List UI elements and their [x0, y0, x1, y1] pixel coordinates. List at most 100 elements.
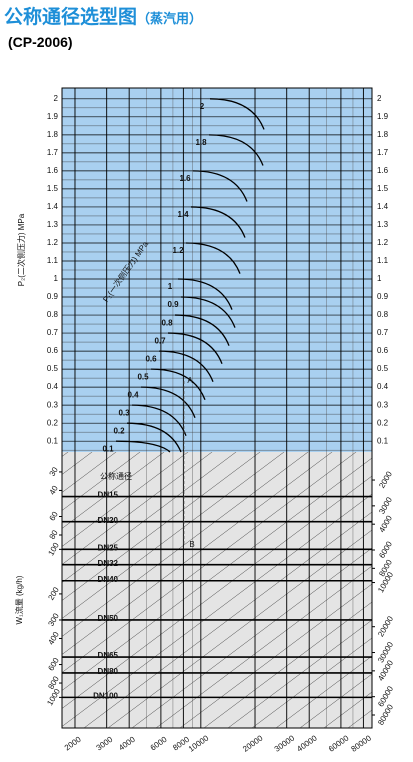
- y-tick-label-right: 1.4: [377, 202, 389, 211]
- y-tick-label-right: 0.7: [377, 328, 389, 337]
- y-tick-label-right: 1.3: [377, 220, 389, 229]
- curve-label: 1.6: [179, 174, 191, 183]
- curve-label: 1: [168, 282, 173, 291]
- y-tick-label: 1.8: [47, 130, 59, 139]
- title-suffix: （蒸汽用）: [137, 12, 203, 27]
- size-label: DN100: [93, 691, 118, 700]
- diagonal-line: [203, 601, 372, 728]
- y2-tick-label: 4000: [377, 514, 394, 534]
- p1-curve: [209, 98, 265, 130]
- curve-label: 2: [200, 102, 205, 111]
- diagonal-line: [62, 475, 372, 709]
- diagonal-line: [62, 452, 237, 583]
- y-tick-label-right: 0.1: [377, 436, 389, 445]
- x-tick-label: 10000: [187, 733, 211, 753]
- y-tick-label: 1.7: [47, 148, 59, 157]
- y-tick-label: 2: [54, 94, 59, 103]
- y-tick-label: 0.3: [47, 400, 59, 409]
- x-tick-label: 30000: [273, 733, 297, 753]
- y-tick-label-right: 1: [377, 274, 382, 283]
- marker-label: A: [187, 376, 193, 385]
- diagonal-line: [227, 619, 372, 728]
- diagonal-line: [62, 452, 285, 619]
- size-label: DN65: [98, 651, 119, 660]
- diagonal-line: [62, 452, 189, 547]
- size-label: DN15: [98, 491, 119, 500]
- size-label: DN80: [98, 667, 119, 676]
- y-tick-label-right: 1.1: [377, 256, 389, 265]
- diagonal-line: [179, 583, 372, 728]
- curve-label: 1.2: [172, 246, 184, 255]
- curve-label: 1.4: [177, 210, 189, 219]
- p1-curve: [167, 332, 223, 364]
- y-tick-label: 1.6: [47, 166, 59, 175]
- curve-label: 0.3: [118, 408, 130, 417]
- x-tick-label: 20000: [241, 733, 265, 753]
- x-tick-label: 60000: [327, 733, 351, 753]
- y-tick-label-right: 0.9: [377, 292, 389, 301]
- x-tick-label: 2000: [63, 735, 83, 753]
- subtitle: (CP-2006): [8, 34, 73, 50]
- p1-curve: [174, 314, 230, 346]
- curve-label: 0.1: [102, 444, 114, 453]
- size-title: 公称通径: [100, 471, 132, 481]
- size-label: DN50: [98, 614, 119, 623]
- diagonal-line: [83, 511, 372, 728]
- x-tick-label: 3000: [95, 735, 115, 753]
- y-tick-label: 60: [48, 510, 61, 523]
- y2-tick-label: 2000: [377, 469, 394, 489]
- diagonal-line: [62, 452, 141, 511]
- y-tick-label: 0.6: [47, 346, 59, 355]
- y-tick-label-right: 1.2: [377, 238, 389, 247]
- diagonal-line: [396, 443, 413, 728]
- y-tick-label: 1: [54, 274, 59, 283]
- y-tick-label: 1.3: [47, 220, 59, 229]
- y-tick-label-right: 1.9: [377, 112, 389, 121]
- y-tick-label-right: 1.7: [377, 148, 389, 157]
- y-tick-label: 0.1: [47, 436, 59, 445]
- y-tick-label-right: 1.5: [377, 184, 389, 193]
- diagonal-line: [107, 529, 372, 728]
- y-tick-label-right: 0.8: [377, 310, 389, 319]
- diagonal-line: [62, 452, 309, 637]
- curve-label: 0.4: [127, 390, 139, 399]
- p1-curve: [126, 422, 182, 453]
- p1-curve: [192, 170, 248, 202]
- size-label: DN40: [98, 575, 119, 584]
- diagonal-line: [275, 655, 372, 728]
- y-tick-label: 40: [48, 484, 61, 497]
- y-tick-label: 1.9: [47, 112, 59, 121]
- curve-label: 0.7: [154, 336, 166, 345]
- y-tick-label-right: 0.4: [377, 382, 389, 391]
- y-tick-label: 600: [46, 656, 61, 673]
- curve-label: 0.8: [161, 318, 173, 327]
- diagonal-line: [62, 452, 357, 673]
- diagonal-line: [62, 452, 165, 529]
- x-tick-label: 80000: [349, 733, 373, 753]
- diagonal-line: [62, 493, 372, 727]
- y-tick-label: 1.2: [47, 238, 59, 247]
- y-tick-label: 1.4: [47, 202, 59, 211]
- y-tick-label-right: 0.6: [377, 346, 389, 355]
- size-label: DN20: [98, 516, 119, 525]
- diagonal-line: [131, 547, 372, 728]
- header: 公称通径选型图（蒸汽用）: [4, 2, 202, 29]
- x-tick-label: 40000: [295, 733, 319, 753]
- y2-tick-label: 6000: [377, 539, 394, 559]
- p1-curve: [158, 350, 214, 382]
- y-tick-label: 30: [48, 465, 61, 478]
- size-label: DN25: [98, 543, 119, 552]
- title: 公称通径选型图: [4, 6, 138, 28]
- y-axis-title: P₂(二次侧压力) MPa: [16, 213, 26, 286]
- y-tick-label: 0.8: [47, 310, 59, 319]
- p1-curve: [185, 242, 241, 274]
- y-tick-label: 0.7: [47, 328, 59, 337]
- diagonal-line: [62, 452, 333, 655]
- p1-curve: [150, 368, 206, 400]
- y-tick-label: 0.9: [47, 292, 59, 301]
- y-tick-label-right: 0.3: [377, 400, 389, 409]
- y-axis-title: W₁流量 (kg/h): [14, 575, 24, 624]
- diagonal-line: [155, 565, 372, 728]
- y-tick-label: 0.5: [47, 364, 59, 373]
- p1-curve: [140, 386, 196, 418]
